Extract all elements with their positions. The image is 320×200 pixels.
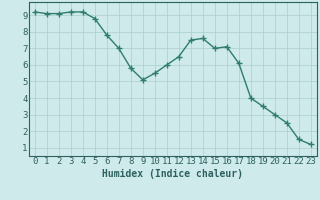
X-axis label: Humidex (Indice chaleur): Humidex (Indice chaleur) bbox=[102, 169, 243, 179]
